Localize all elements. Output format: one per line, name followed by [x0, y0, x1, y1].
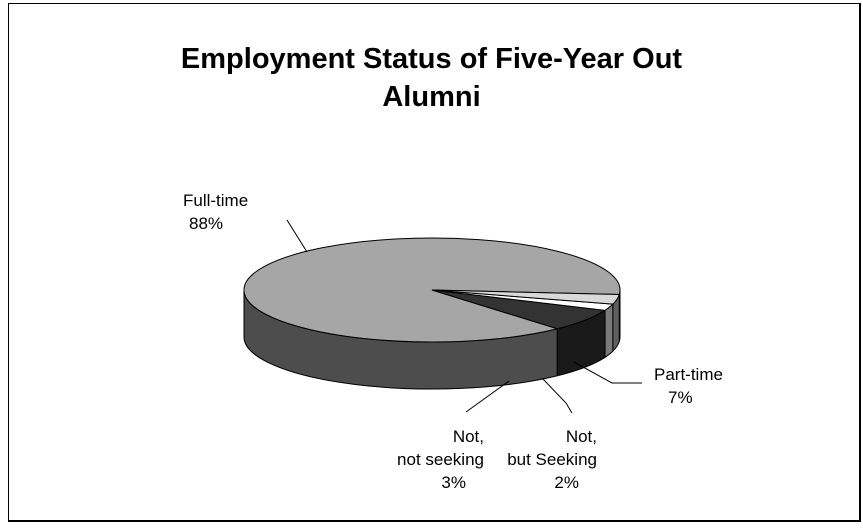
pie-side-2 — [604, 302, 614, 359]
pie-leader-0 — [286, 219, 308, 253]
pie-leader-2 — [541, 377, 573, 414]
pie-leader-1 — [573, 361, 642, 384]
pie-labels: Full-time 88% Part-time 7% Not, but Seeking 2%… — [183, 191, 723, 492]
pie-sides — [243, 289, 621, 390]
pie-slice-3 — [431, 289, 620, 305]
pie-leader-3 — [465, 380, 510, 413]
pie-label-2: Not, but Seeking 2% — [507, 427, 597, 492]
pie-label-0: Full-time 88% — [183, 191, 248, 233]
pie-label-3: Not, not seeking 3% — [397, 427, 484, 492]
pie-label-1: Part-time 7% — [654, 365, 723, 407]
chart-title: Employment Status of Five-Year Out Alumn… — [180, 43, 683, 113]
pie-top — [243, 237, 621, 343]
